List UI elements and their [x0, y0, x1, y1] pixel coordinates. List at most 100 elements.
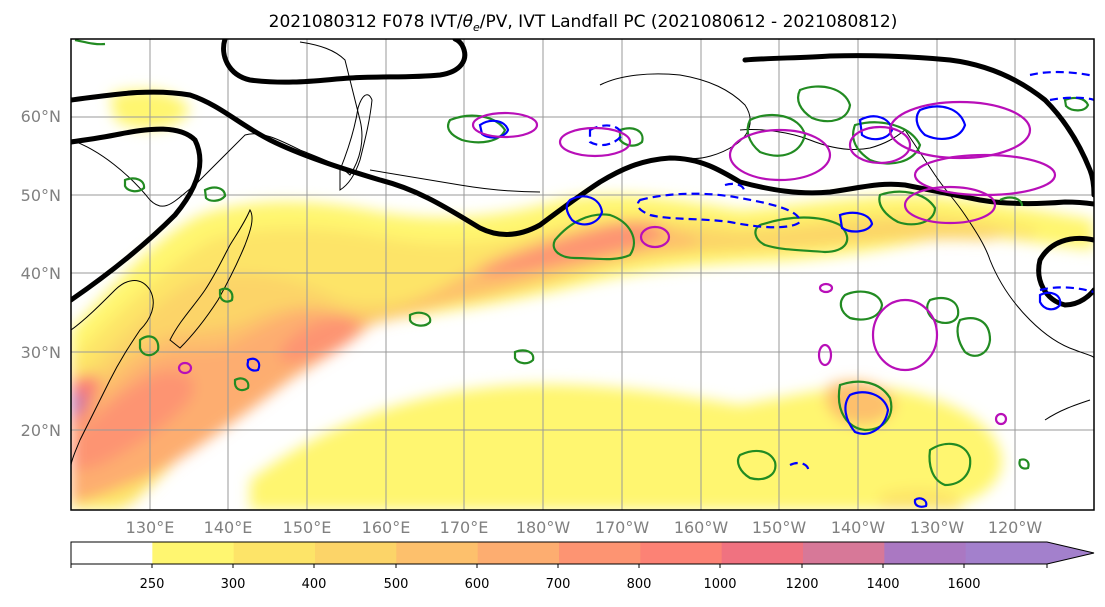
colorbar-tick-labels: 250 300 400 500 600 700 800 1000 1200 14… [140, 577, 981, 592]
pc-magenta-5 [888, 100, 1032, 160]
pc-magenta-2 [558, 126, 632, 158]
lat-label: 60°N [21, 107, 61, 126]
lon-label: 180°W [516, 518, 571, 537]
colorbar-tick-label: 1000 [703, 577, 736, 592]
figure-title: 2021080312 F078 IVT/θe/PV, IVT Landfall … [269, 12, 898, 34]
pc-magenta-1 [471, 111, 539, 139]
colorbar-cell [477, 542, 560, 564]
pv-green-9 [796, 85, 852, 123]
pv-green-22 [1063, 96, 1090, 112]
pv-green-25 [1018, 458, 1030, 470]
map-area [71, 39, 1094, 510]
theta-e-contour-west [71, 126, 203, 303]
colorbar-tick-label: 600 [465, 577, 490, 592]
colorbar-tick-label: 400 [302, 577, 327, 592]
colorbar-extend-arrow [1047, 542, 1094, 564]
theta-e-contour-north [71, 89, 1094, 237]
blue-dashed-7 [789, 461, 810, 473]
blue-solid-9 [913, 497, 928, 508]
longitude-labels: 130°E 140°E 150°E 160°E 170°E 180°W 170°… [126, 518, 1043, 537]
pv-green-21 [74, 39, 106, 46]
colorbar-cell [884, 542, 967, 564]
coast-asia [71, 41, 363, 207]
colorbar-cell [315, 542, 397, 564]
colorbar-tick-label: 1400 [866, 577, 899, 592]
colorbar-tick-label: 300 [221, 577, 246, 592]
pc-magenta-3 [728, 128, 832, 182]
pc-magenta-11 [177, 361, 193, 375]
colorbar-cells [71, 542, 1094, 564]
blue-solid-8 [246, 357, 261, 372]
pv-green-14 [618, 127, 644, 147]
pc-magenta-7 [903, 185, 997, 225]
colorbar-outline [70, 541, 1095, 565]
colorbar-tick-label: 500 [384, 577, 409, 592]
pv-green-10 [746, 113, 807, 157]
pv-green-16 [513, 349, 535, 365]
colorbar-cell [396, 542, 479, 564]
lon-label: 170°W [595, 518, 650, 537]
pv-green-4 [928, 442, 972, 487]
ivt-band-1200 [71, 390, 88, 418]
pc-magenta-8 [871, 298, 939, 372]
lat-label: 50°N [21, 186, 61, 205]
pv-green-19 [218, 287, 234, 303]
colorbar-tick-label: 700 [546, 577, 571, 592]
coast-kamchatka [339, 94, 373, 191]
pv-green-8 [956, 317, 992, 357]
blue-solid-6 [838, 211, 874, 233]
blue-dashed-1 [636, 192, 802, 229]
coastlines [71, 41, 1094, 466]
pv-green-18 [203, 186, 227, 202]
lon-label: 130°W [910, 518, 965, 537]
pv-green-13 [446, 114, 507, 144]
colorbar-tick-label: 1600 [947, 577, 980, 592]
lon-label: 150°W [752, 518, 807, 537]
pv-green-5 [736, 449, 777, 481]
ivt-band-700-mid [280, 317, 358, 362]
pc-magenta-13 [994, 412, 1008, 426]
pc-magenta-9 [639, 225, 671, 249]
pc-magenta-6 [913, 153, 1057, 197]
pv-green-15 [408, 311, 432, 327]
pc-contours-magenta [177, 100, 1057, 426]
lon-label: 140°W [831, 518, 886, 537]
pv-green-20 [123, 177, 146, 193]
ivt-band-700-west [71, 371, 194, 470]
pv-green-6 [839, 290, 884, 321]
blue-solid-7 [1038, 291, 1062, 311]
blue-solid-5 [915, 105, 967, 140]
pv-green-1 [552, 213, 636, 261]
blue-solid-2 [844, 391, 890, 435]
gridlines [71, 39, 1094, 510]
theta-e-contours [71, 39, 1094, 308]
lon-label: 170°E [440, 518, 489, 537]
ivt-band-300 [71, 212, 1040, 505]
blue-dashed-6 [724, 182, 746, 193]
ivt-band-700-east [480, 221, 665, 276]
pv-green-17 [138, 335, 160, 357]
pv-green-12 [878, 190, 937, 226]
pc-magenta-12 [818, 282, 834, 294]
coast-korea-china [71, 280, 154, 466]
blue-dashed-2 [588, 124, 624, 147]
blue-dashed-5 [1039, 286, 1094, 294]
latitude-labels: 60°N 50°N 40°N 30°N 20°N [21, 107, 61, 440]
colorbar-cell [965, 542, 1048, 564]
pv-green-23 [999, 196, 1024, 207]
coast-bc [904, 129, 1094, 359]
ivt-band-sw [880, 488, 960, 510]
ivt-band-1600 [71, 399, 80, 412]
colorbar-cell [721, 542, 804, 564]
theta-e-contour-top [221, 39, 468, 85]
ivt-band-400 [71, 220, 1010, 500]
coast-mexico [1044, 399, 1091, 421]
blue-dashed-4 [1049, 96, 1094, 102]
theta-e-contour-northeast [742, 53, 1094, 198]
pv-green-2 [754, 216, 849, 254]
pv-green-3 [837, 380, 893, 432]
lon-label: 160°W [674, 518, 729, 537]
ivt-band-lower [250, 384, 1002, 510]
lon-label: 130°E [126, 518, 175, 537]
lat-label: 20°N [21, 421, 61, 440]
